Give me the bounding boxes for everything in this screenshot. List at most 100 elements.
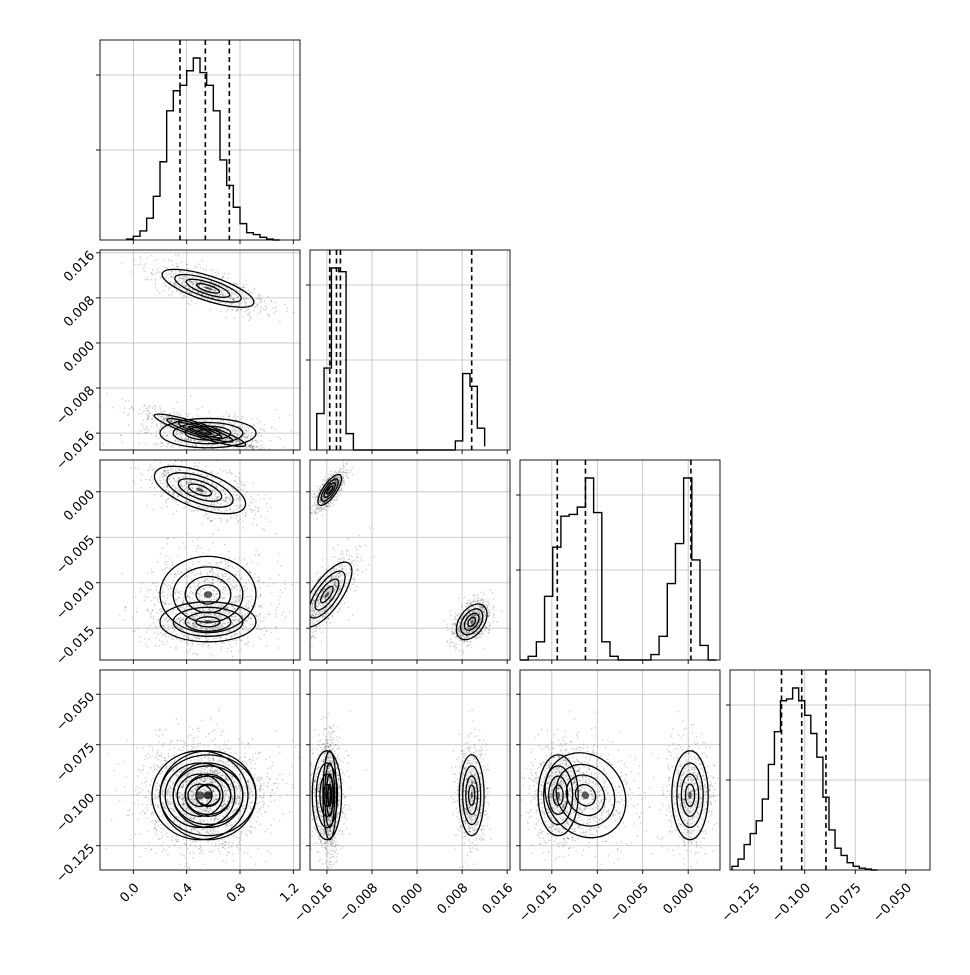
sample-point	[322, 559, 324, 561]
sample-point	[216, 590, 218, 592]
sample-point	[192, 564, 194, 566]
sample-point	[227, 568, 229, 570]
sample-point	[199, 597, 201, 599]
sample-point	[155, 436, 157, 438]
sample-point	[269, 614, 271, 616]
sample-point	[162, 425, 164, 427]
sample-point	[242, 315, 244, 317]
sample-point	[239, 631, 241, 633]
sample-point	[254, 452, 256, 454]
sample-point	[213, 572, 215, 574]
sample-point	[167, 589, 169, 591]
sample-point	[197, 548, 199, 550]
sample-point	[251, 441, 253, 443]
sample-point	[196, 633, 198, 635]
sample-point	[311, 644, 313, 646]
sample-point	[318, 618, 320, 620]
sample-point	[301, 594, 303, 596]
sample-point	[172, 435, 174, 437]
sample-point	[147, 588, 149, 590]
sample-point	[229, 558, 231, 560]
sample-point	[163, 595, 165, 597]
sample-point	[142, 427, 144, 429]
sample-point	[217, 605, 219, 607]
sample-point	[257, 435, 259, 437]
sample-point	[198, 643, 200, 645]
sample-point	[155, 467, 157, 469]
sample-point	[181, 288, 183, 290]
sample-point	[161, 507, 163, 509]
sample-point	[187, 652, 189, 654]
sample-point	[228, 630, 230, 632]
sample-point	[176, 588, 178, 590]
sample-point	[227, 601, 229, 603]
sample-point	[140, 588, 142, 590]
sample-point	[248, 600, 250, 602]
sample-point	[228, 578, 230, 580]
sample-point	[133, 630, 135, 632]
sample-point	[261, 435, 263, 437]
sample-point	[290, 664, 292, 666]
sample-point	[238, 651, 240, 653]
sample-point	[140, 258, 142, 260]
sample-point	[123, 412, 125, 414]
sample-point	[278, 638, 280, 640]
sample-point	[192, 540, 194, 542]
sample-point	[180, 617, 182, 619]
sample-point	[168, 584, 170, 586]
sample-point	[237, 594, 239, 596]
sample-point	[223, 415, 225, 417]
sample-point	[156, 627, 158, 629]
y-tick-label: 0.000	[61, 338, 98, 375]
sample-point	[160, 553, 162, 555]
sample-point	[193, 582, 195, 584]
sample-point	[247, 645, 249, 647]
sample-point	[275, 613, 277, 615]
sample-point	[197, 539, 199, 541]
sample-point	[233, 303, 235, 305]
sample-point	[355, 570, 357, 572]
sample-point	[241, 302, 243, 304]
sample-point	[166, 443, 168, 445]
sample-point	[195, 626, 197, 628]
sample-point	[138, 442, 140, 444]
sample-point	[253, 602, 255, 604]
sample-point	[353, 572, 355, 574]
sample-point	[224, 544, 226, 546]
sample-point	[252, 418, 254, 420]
sample-point	[302, 599, 304, 601]
sample-point	[203, 644, 205, 646]
sample-point	[228, 273, 230, 275]
sample-point	[158, 633, 160, 635]
sample-point	[301, 588, 303, 590]
sample-point	[306, 618, 308, 620]
sample-point	[173, 537, 175, 539]
sample-point	[247, 596, 249, 598]
sample-point	[257, 313, 259, 315]
sample-point	[140, 479, 142, 481]
sample-point	[195, 303, 197, 305]
sample-point	[176, 411, 178, 413]
sample-point	[128, 424, 130, 426]
sample-point	[304, 620, 306, 622]
sample-point	[161, 442, 163, 444]
sample-point	[339, 558, 341, 560]
sample-point	[143, 267, 145, 269]
sample-point	[196, 580, 198, 582]
sample-point	[259, 421, 261, 423]
sample-point	[234, 634, 236, 636]
sample-point	[295, 638, 297, 640]
sample-point	[225, 631, 227, 633]
sample-point	[171, 458, 173, 460]
sample-point	[305, 617, 307, 619]
sample-point	[239, 472, 241, 474]
sample-point	[129, 456, 131, 458]
sample-point	[152, 583, 154, 585]
sample-point	[219, 637, 221, 639]
sample-point	[205, 420, 207, 422]
sample-point	[206, 592, 208, 594]
sample-point	[150, 279, 152, 281]
sample-point	[235, 305, 237, 307]
sample-point	[259, 614, 261, 616]
